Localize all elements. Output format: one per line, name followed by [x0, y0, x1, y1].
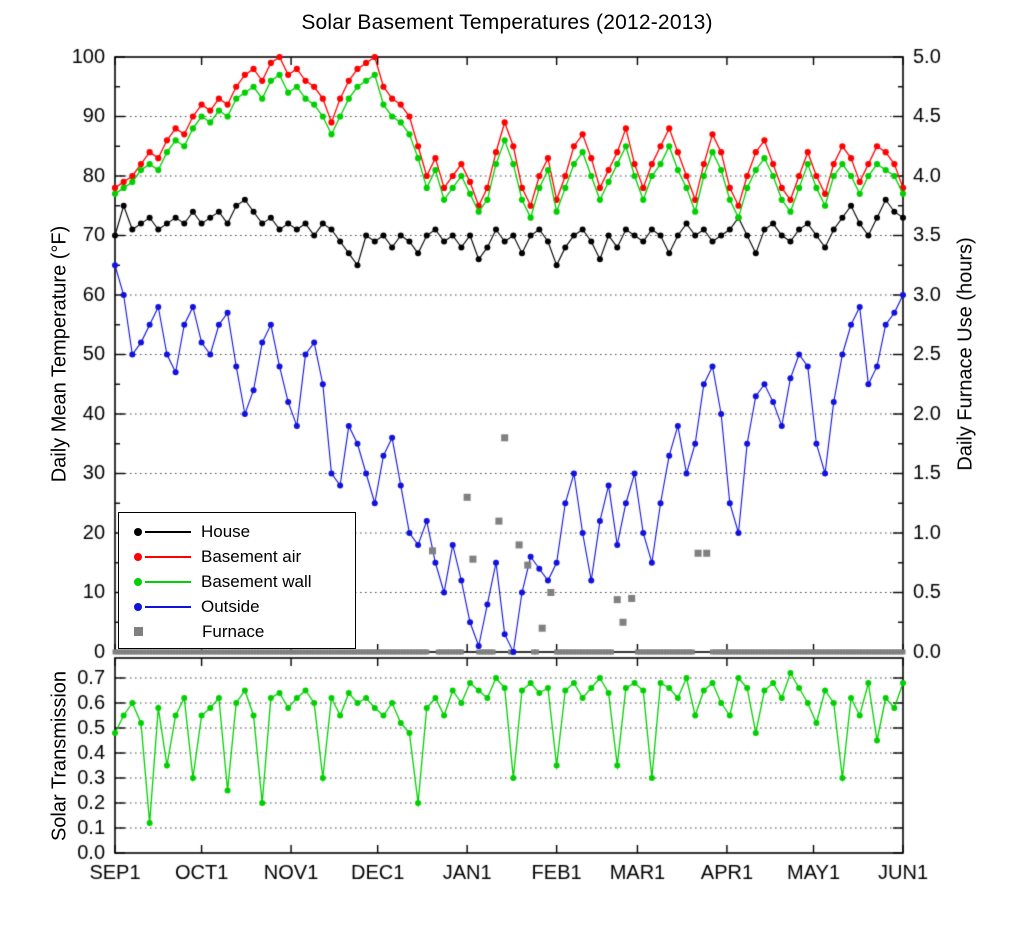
outside-line-sample — [145, 605, 191, 608]
legend-item-basement-wall: Basement wall — [119, 569, 355, 594]
basement-wall-marker-icon — [134, 577, 142, 586]
left-axis-label-solar-transmission: Solar Transmission — [48, 670, 71, 842]
chart-title: Solar Basement Temperatures (2012-2013) — [301, 11, 713, 34]
basement-air-line-sample — [145, 555, 191, 558]
legend-item-basement-air: Basement air — [119, 544, 355, 569]
furnace-marker-icon — [134, 627, 143, 636]
legend-item-outside: Outside — [119, 594, 355, 619]
legend-item-furnace: Furnace — [119, 619, 355, 644]
legend-item-house: House — [119, 519, 355, 544]
legend-label: Furnace — [202, 621, 265, 641]
right-axis-label-furnace: Daily Furnace Use (hours) — [954, 237, 977, 471]
furnace-line-sample — [146, 631, 192, 633]
house-marker-icon — [134, 527, 142, 536]
legend-label: Outside — [201, 596, 260, 616]
house-line-sample — [145, 530, 191, 533]
legend: House Basement air Basement wall Outside… — [118, 512, 356, 649]
basement-wall-line-sample — [145, 580, 191, 583]
legend-label: House — [201, 521, 251, 541]
left-axis-label-temperature: Daily Mean Temperature (°F) — [48, 225, 71, 483]
basement-air-marker-icon — [134, 552, 142, 561]
outside-marker-icon — [134, 602, 142, 611]
legend-label: Basement wall — [201, 571, 312, 591]
legend-label: Basement air — [201, 546, 302, 566]
